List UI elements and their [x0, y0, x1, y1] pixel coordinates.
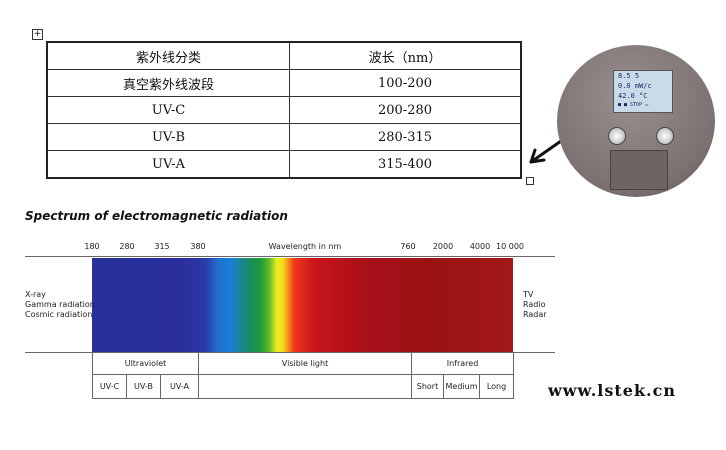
label: Radio	[523, 300, 546, 309]
spectrum-title: Spectrum of electromagnetic radiation	[25, 209, 288, 223]
tick-label: 4000	[469, 242, 491, 251]
header-cell: 波长（nm）	[289, 41, 522, 70]
tick-label: 10 000	[496, 242, 524, 251]
subband-empty	[198, 374, 412, 399]
band-visible: Visible light	[198, 352, 412, 375]
table-row: UV-A 315-400	[46, 150, 522, 179]
subband: Long	[479, 374, 514, 399]
label: Gamma radiation	[25, 300, 95, 309]
table-row: 真空紫外线波段 100-200	[46, 69, 522, 97]
band-infrared: Infrared	[411, 352, 514, 375]
table-move-handle-icon[interactable]: +	[32, 29, 43, 40]
label: X-ray	[25, 290, 46, 299]
tick-label: 380	[190, 242, 206, 251]
tick-label: 280	[119, 242, 135, 251]
cell: 315-400	[289, 150, 522, 179]
spectrum-bar	[92, 258, 513, 352]
label: Radar	[523, 310, 547, 319]
uv-classification-table: 紫外线分类 波长（nm） 真空紫外线波段 100-200 UV-C 200-280 U…	[46, 41, 522, 179]
device-left-button	[608, 127, 626, 145]
cell: 真空紫外线波段	[46, 69, 290, 97]
device-cover	[610, 150, 668, 190]
cell: 200-280	[289, 96, 522, 124]
tick-label: 315	[154, 242, 170, 251]
screen-line: 0.0 mW/c	[618, 82, 652, 90]
divider	[25, 256, 555, 257]
header-cell: 紫外线分类	[46, 41, 290, 70]
table-row: UV-C 200-280	[46, 96, 522, 124]
cell: 100-200	[289, 69, 522, 97]
subband: UV-C	[92, 374, 127, 399]
left-labels: X-ray Gamma radiation Cosmic radiation	[25, 290, 95, 320]
watermark: www.lstek.cn	[548, 381, 676, 400]
band-ultraviolet: Ultraviolet	[92, 352, 199, 375]
subband: Medium	[443, 374, 480, 399]
table-row: UV-B 280-315	[46, 123, 522, 151]
screen-line: 42.0 °C	[618, 92, 648, 100]
device-right-button	[656, 127, 674, 145]
axis-label: Wavelength in nm	[268, 242, 342, 251]
cell: 280-315	[289, 123, 522, 151]
cell: UV-B	[46, 123, 290, 151]
label: Cosmic radiation	[25, 310, 93, 319]
screen-line: ■ ■ STOP ▭	[618, 102, 649, 108]
label: TV	[523, 290, 534, 299]
tick-label: 760	[400, 242, 416, 251]
right-labels: TV Radio Radar	[523, 290, 547, 320]
table-resize-handle[interactable]	[526, 177, 534, 185]
screen-line: 8.5 5	[618, 72, 640, 80]
subband: Short	[411, 374, 444, 399]
subband: UV-A	[160, 374, 199, 399]
subband: UV-B	[126, 374, 161, 399]
table-header-row: 紫外线分类 波长（nm）	[46, 41, 522, 70]
device-screen: 8.5 5 0.0 mW/c 42.0 °C ■ ■ STOP ▭	[613, 70, 673, 113]
cell: UV-C	[46, 96, 290, 124]
cell: UV-A	[46, 150, 290, 179]
tick-label: 2000	[432, 242, 454, 251]
tick-label: 180	[84, 242, 100, 251]
